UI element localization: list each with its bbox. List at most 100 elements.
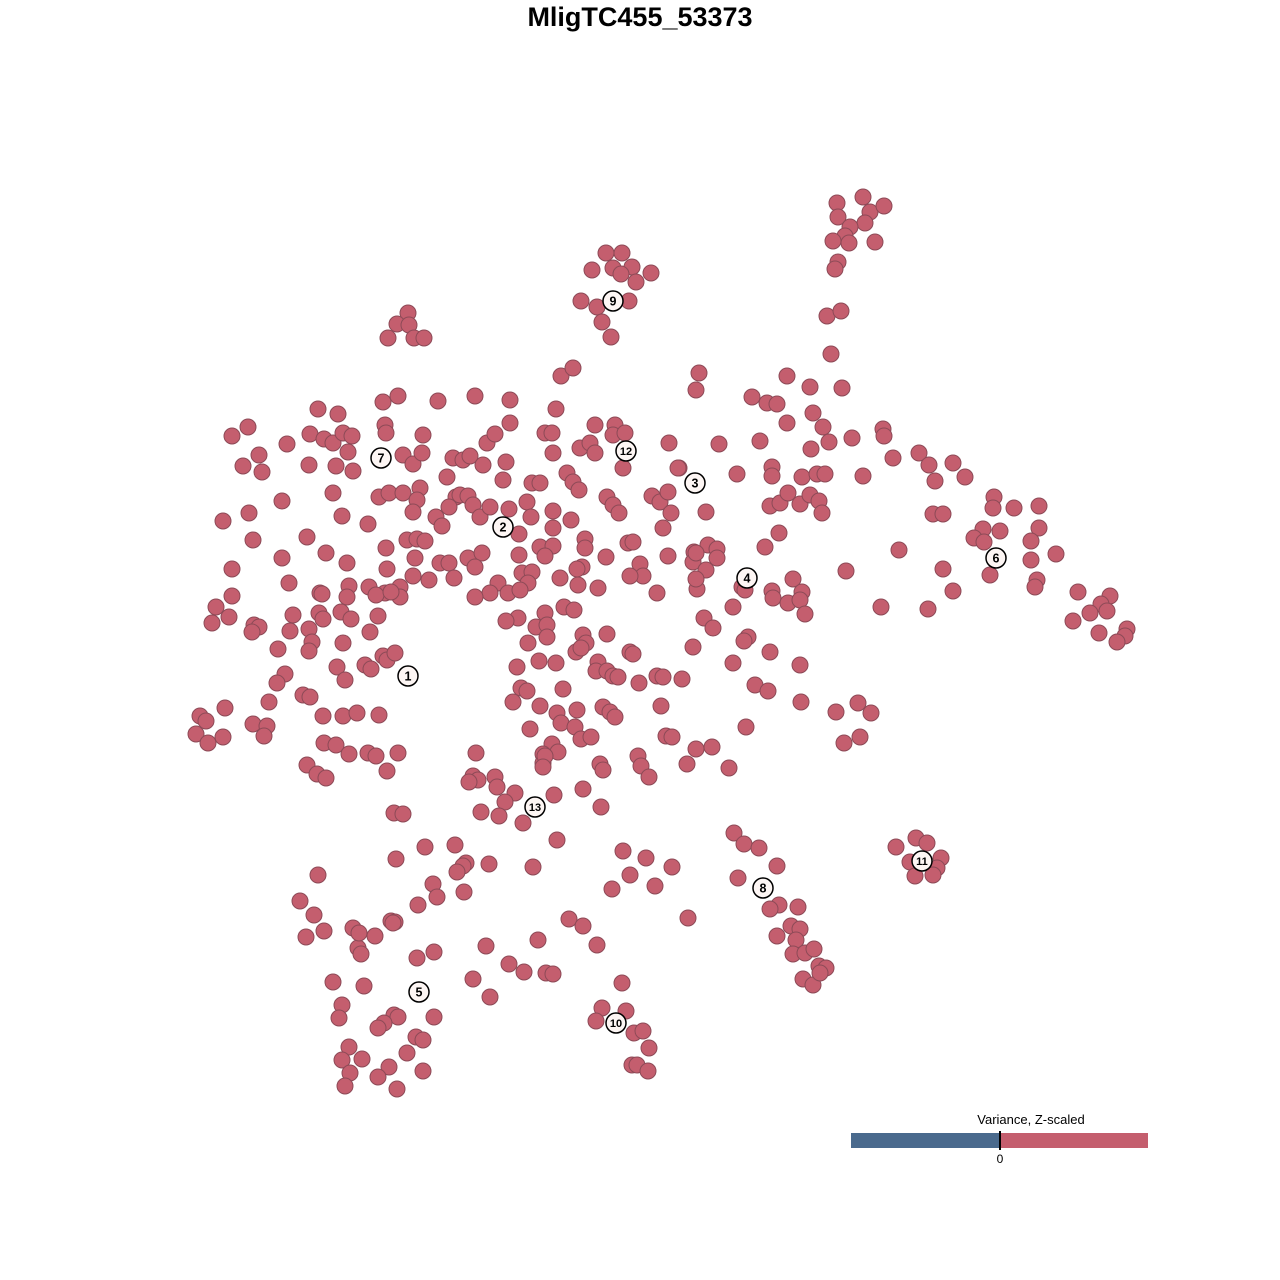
data-point [278, 435, 296, 453]
data-point [687, 570, 705, 588]
data-point [663, 728, 681, 746]
data-point [1098, 602, 1116, 620]
data-point [569, 576, 587, 594]
data-point [500, 955, 518, 973]
data-point [890, 541, 908, 559]
data-point [572, 292, 590, 310]
data-point [565, 601, 583, 619]
data-point [759, 682, 777, 700]
data-point [333, 1051, 351, 1069]
cluster-label-circle [736, 567, 758, 589]
data-point [529, 931, 547, 949]
data-point [768, 927, 786, 945]
data-point [564, 359, 582, 377]
data-point [589, 579, 607, 597]
data-point [515, 963, 533, 981]
data-point [348, 704, 366, 722]
data-point [268, 674, 286, 692]
data-point [570, 481, 588, 499]
data-point [253, 463, 271, 481]
data-point [934, 505, 952, 523]
data-point [801, 378, 819, 396]
cluster-label-circle [370, 447, 392, 469]
data-point [639, 1062, 657, 1080]
data-point [460, 773, 478, 791]
data-point [743, 388, 761, 406]
data-point [490, 807, 508, 825]
data-point [761, 643, 779, 661]
data-point [309, 400, 327, 418]
data-point [531, 697, 549, 715]
data-point [338, 554, 356, 572]
data-point [384, 914, 402, 932]
data-point [910, 444, 928, 462]
data-point [944, 582, 962, 600]
data-point [334, 634, 352, 652]
data-point [764, 589, 782, 607]
data-point [220, 608, 238, 626]
cluster-label: 3 [684, 472, 706, 494]
data-point [756, 538, 774, 556]
data-point [301, 688, 319, 706]
data-point [425, 943, 443, 961]
data-point [1069, 583, 1087, 601]
data-point [508, 658, 526, 676]
data-point [404, 503, 422, 521]
data-point [832, 302, 850, 320]
data-point [568, 560, 586, 578]
data-point [710, 435, 728, 453]
data-point [829, 208, 847, 226]
data-point [324, 484, 342, 502]
data-point [300, 456, 318, 474]
data-point [338, 588, 356, 606]
data-point [826, 260, 844, 278]
data-point [388, 1080, 406, 1098]
data-point [612, 265, 630, 283]
data-point [805, 940, 823, 958]
data-point [324, 973, 342, 991]
data-point [854, 467, 872, 485]
data-point [377, 424, 395, 442]
data-point [792, 693, 810, 711]
data-point [750, 839, 768, 857]
data-point [654, 519, 672, 537]
data-point [445, 569, 463, 587]
data-point [440, 554, 458, 572]
data-point [291, 892, 309, 910]
data-point [804, 404, 822, 422]
data-point [350, 924, 368, 942]
data-point [361, 623, 379, 641]
data-point [500, 500, 518, 518]
data-point [544, 965, 562, 983]
data-point [554, 680, 572, 698]
data-point [728, 465, 746, 483]
data-point [778, 414, 796, 432]
data-point [704, 619, 722, 637]
data-point [548, 831, 566, 849]
data-point [791, 656, 809, 674]
data-point [724, 598, 742, 616]
cluster-label-number: 10 [610, 1018, 622, 1030]
data-point [634, 1022, 652, 1040]
data-point [924, 866, 942, 884]
data-point [359, 515, 377, 533]
data-point [234, 457, 252, 475]
data-point [429, 392, 447, 410]
data-point [751, 432, 769, 450]
data-point [480, 855, 498, 873]
data-point [588, 936, 606, 954]
data-point [317, 544, 335, 562]
data-point [610, 504, 628, 522]
data-point [630, 674, 648, 692]
data-point [544, 444, 562, 462]
data-point [547, 654, 565, 672]
data-point [552, 367, 570, 385]
data-point [314, 610, 332, 628]
data-point [875, 197, 893, 215]
data-point [244, 531, 262, 549]
data-point [197, 712, 215, 730]
data-point [640, 768, 658, 786]
data-point [414, 1062, 432, 1080]
data-point [720, 759, 738, 777]
cluster-label: 10 [605, 1012, 627, 1034]
